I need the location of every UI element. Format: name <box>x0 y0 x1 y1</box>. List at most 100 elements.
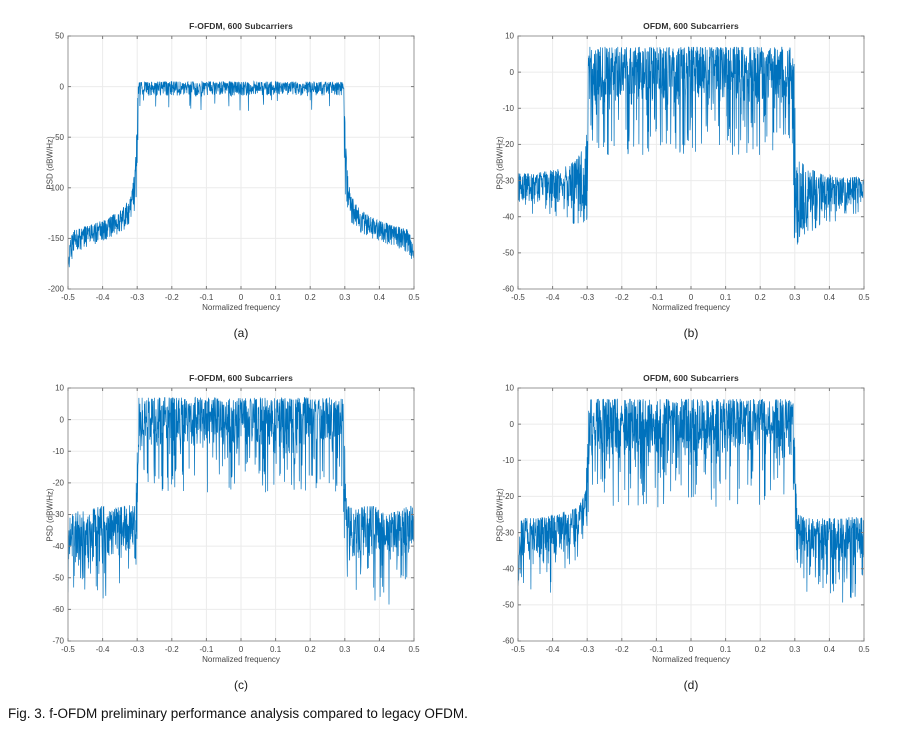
x-axis-label-c: Normalized frequency <box>202 655 280 664</box>
x-tick-label: -0.2 <box>615 645 629 654</box>
y-tick-label: 10 <box>55 384 64 393</box>
x-tick-label: 0.2 <box>305 645 317 654</box>
y-tick-label: -60 <box>52 605 64 614</box>
x-tick-label: 0.2 <box>755 293 767 302</box>
x-tick-label: 0.5 <box>408 293 420 302</box>
y-tick-label: -50 <box>502 249 514 258</box>
y-tick-label: 0 <box>510 420 515 429</box>
psd-series-line <box>517 398 865 603</box>
x-axis-label-d: Normalized frequency <box>652 655 730 664</box>
y-tick-label: 0 <box>60 415 65 424</box>
y-tick-label: -70 <box>52 637 64 646</box>
subplot-letter-d: (d) <box>683 678 699 692</box>
subplot-letter-a: (a) <box>233 326 249 340</box>
y-tick-label: -30 <box>502 528 514 537</box>
x-tick-label: -0.5 <box>61 293 75 302</box>
plot-title-b: OFDM, 600 Subcarriers <box>643 21 739 31</box>
x-tick-label: 0.3 <box>789 293 801 302</box>
y-tick-label: -30 <box>52 510 64 519</box>
x-tick-label: 0 <box>239 645 244 654</box>
panel-c: -0.5 -0.4 -0.3 -0.2 -0.1 0 0.1 0.2 0.3 0.4 0.5 10 0 -… <box>0 352 450 704</box>
x-tick-label: 0.2 <box>755 645 767 654</box>
x-tick-label: 0.1 <box>270 293 282 302</box>
y-tick-label: -40 <box>502 212 514 221</box>
y-tick-label: -50 <box>52 133 64 142</box>
y-tick-label: -20 <box>502 492 514 501</box>
x-tick-label: -0.5 <box>511 293 525 302</box>
x-tick-label: -0.4 <box>546 645 560 654</box>
psd-plot-b: -0.5 -0.4 -0.3 -0.2 -0.1 0 0.1 0.2 0.3 0.4 0.5 10 0 -… <box>502 32 870 302</box>
x-tick-label: -0.3 <box>130 293 144 302</box>
x-tick-label: -0.5 <box>61 645 75 654</box>
y-tick-label: 10 <box>505 32 514 41</box>
y-tick-label: -10 <box>502 456 514 465</box>
plot-title-c: F-OFDM, 600 Subcarriers <box>189 373 293 383</box>
y-axis-label-c: PSD (dBW/Hz) <box>45 488 55 542</box>
psd-series-line <box>517 46 865 245</box>
y-tick-label: -60 <box>502 285 514 294</box>
x-tick-label: -0.3 <box>130 645 144 654</box>
y-tick-label: 0 <box>510 68 515 77</box>
x-tick-label: 0 <box>239 293 244 302</box>
x-tick-label: -0.1 <box>200 293 214 302</box>
x-tick-label: 0.1 <box>720 645 732 654</box>
x-tick-label: 0.3 <box>339 645 351 654</box>
psd-series-line <box>67 80 415 268</box>
y-tick-label: -40 <box>52 542 64 551</box>
x-tick-label: -0.3 <box>580 293 594 302</box>
y-tick-label: 10 <box>505 384 514 393</box>
y-tick-label: -10 <box>502 104 514 113</box>
x-tick-label: 0.5 <box>858 293 870 302</box>
y-tick-label: 50 <box>55 32 64 41</box>
psd-plot-d: -0.5 -0.4 -0.3 -0.2 -0.1 0 0.1 0.2 0.3 0.4 0.5 10 0 -… <box>502 384 870 654</box>
x-tick-label: 0.1 <box>270 645 282 654</box>
x-tick-label: -0.5 <box>511 645 525 654</box>
x-tick-label: -0.1 <box>200 645 214 654</box>
x-tick-label: -0.2 <box>615 293 629 302</box>
psd-plot-a: -0.5 -0.4 -0.3 -0.2 -0.1 0 0.1 0.2 0.3 0.4 0.5 50 0 -… <box>48 32 420 302</box>
x-axis-label-b: Normalized frequency <box>652 303 730 312</box>
x-tick-label: 0.5 <box>858 645 870 654</box>
psd-plot-c: -0.5 -0.4 -0.3 -0.2 -0.1 0 0.1 0.2 0.3 0.4 0.5 10 0 -… <box>52 384 420 654</box>
x-axis-label-a: Normalized frequency <box>202 303 280 312</box>
panel-b: -0.5 -0.4 -0.3 -0.2 -0.1 0 0.1 0.2 0.3 0.4 0.5 10 0 -… <box>450 0 900 352</box>
x-tick-label: -0.3 <box>580 645 594 654</box>
x-tick-label: 0.4 <box>824 293 836 302</box>
x-tick-label: -0.4 <box>96 293 110 302</box>
x-tick-label: 0.4 <box>374 293 386 302</box>
plot-title-d: OFDM, 600 Subcarriers <box>643 373 739 383</box>
panel-d: -0.5 -0.4 -0.3 -0.2 -0.1 0 0.1 0.2 0.3 0.4 0.5 10 0 -… <box>450 352 900 704</box>
x-tick-label: 0.1 <box>720 293 732 302</box>
subplot-letter-b: (b) <box>683 326 699 340</box>
y-axis-label-b: PSD (dBW/Hz) <box>495 136 505 190</box>
x-tick-label: -0.4 <box>96 645 110 654</box>
x-tick-label: -0.1 <box>650 645 664 654</box>
x-tick-label: 0.5 <box>408 645 420 654</box>
y-tick-label: -100 <box>48 184 65 193</box>
plot-title-a: F-OFDM, 600 Subcarriers <box>189 21 293 31</box>
x-tick-label: 0.3 <box>339 293 351 302</box>
y-tick-label: -150 <box>48 234 65 243</box>
x-tick-label: -0.2 <box>165 293 179 302</box>
y-tick-label: -50 <box>502 601 514 610</box>
x-tick-label: 0.3 <box>789 645 801 654</box>
y-tick-label: -20 <box>52 479 64 488</box>
y-tick-label: -30 <box>502 176 514 185</box>
x-tick-label: -0.4 <box>546 293 560 302</box>
panel-a: -0.5 -0.4 -0.3 -0.2 -0.1 0 0.1 0.2 0.3 0.4 0.5 50 0 -… <box>0 0 450 352</box>
y-tick-label: -200 <box>48 285 65 294</box>
x-tick-label: 0 <box>689 645 694 654</box>
subplot-letter-c: (c) <box>234 678 248 692</box>
x-tick-label: -0.2 <box>165 645 179 654</box>
x-tick-label: 0 <box>689 293 694 302</box>
y-tick-label: -40 <box>502 564 514 573</box>
y-tick-label: -20 <box>502 140 514 149</box>
y-tick-label: -50 <box>52 573 64 582</box>
x-tick-label: -0.1 <box>650 293 664 302</box>
x-tick-label: 0.4 <box>824 645 836 654</box>
figure-caption: Fig. 3. f-OFDM preliminary performance a… <box>8 706 468 721</box>
y-tick-label: -60 <box>502 637 514 646</box>
y-axis-label-d: PSD (dBW/Hz) <box>495 488 505 542</box>
x-tick-label: 0.2 <box>305 293 317 302</box>
